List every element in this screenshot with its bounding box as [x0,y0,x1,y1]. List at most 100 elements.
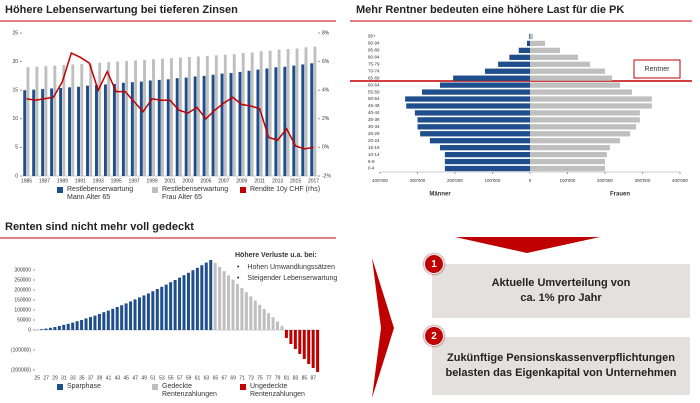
x-tick-label: 51 [150,375,156,381]
bar [530,117,640,123]
y-tick-label: 85-89 [368,48,380,53]
x-tick-label: 1997 [129,178,140,184]
bar [26,67,30,176]
bar [93,315,97,330]
bar [205,55,209,176]
y-tick-label: 15 [12,88,18,94]
bar [444,165,530,172]
x-tick-label: 2007 [218,178,229,184]
bar [44,66,48,176]
x-tick-label: 400'000 [372,178,388,183]
annotation-text: Hohen Umwandlungssätzen [247,264,335,271]
bar [164,284,168,330]
bar [106,310,110,330]
bar [97,314,101,330]
bar [302,330,306,359]
bar [200,265,204,330]
bar [229,73,233,176]
bar [405,96,530,102]
annotation-title: Höhere Verluste u.a. bei: [235,252,317,259]
bar [277,49,281,177]
bar [276,321,280,330]
x-tick-label: 43 [115,375,121,381]
bar [146,293,150,330]
bar [530,165,605,172]
y2-tick-label: 8% [322,30,330,36]
y-tick-label: 90-94 [368,41,380,46]
x-tick-label: 300'000 [635,178,651,183]
y-tick-label: 100000 [14,307,31,313]
x-tick-label: 79 [275,375,281,381]
bar [485,68,530,74]
x-tick-label: 37 [88,375,94,381]
bar [77,86,80,176]
x-tick-label: 1993 [93,178,104,184]
bar [250,52,254,176]
bar [223,54,227,176]
bar [241,53,245,176]
x-tick-label: 69 [230,375,236,381]
bar [429,138,530,144]
bar [112,83,116,176]
x-tick-label: 53 [159,375,165,381]
bar [169,282,173,330]
bar [53,327,57,330]
x-tick-label: 83 [293,375,299,381]
step-number: 2 [424,326,444,346]
y-tick-label: 15-19 [368,145,380,150]
x-tick-label: 85 [302,375,308,381]
x-tick-label: 47 [132,375,138,381]
x-tick-label: 75 [257,375,263,381]
x-tick-label: 57 [177,375,183,381]
bar [129,301,133,330]
bar [218,267,222,330]
line [26,51,314,150]
bar [160,286,164,330]
x-tick-label: 25 [34,375,40,381]
x-tick-label: 2003 [182,178,193,184]
x-tick-label: 31 [61,375,67,381]
bar [143,59,146,176]
bar [59,87,63,176]
x-tick-label: 49 [141,375,147,381]
bar [134,60,138,176]
bar [44,328,48,330]
y-tick-label: 50-54 [368,96,380,101]
y-tick-label: 40-44 [368,110,380,115]
bar [211,74,215,176]
legend-swatch [240,187,246,193]
bar [530,33,533,40]
y-tick-label: 300000 [14,267,31,273]
step-number: 1 [424,254,444,274]
legend-label: Restlebenserwartung Mann Alter 65 [67,186,134,201]
bar [178,277,182,330]
y-tick-label: 10-14 [368,152,380,157]
step-text: Zukünftige Pensionskassenverpflichtungen… [445,352,677,379]
legend-label: Sparphase [67,383,101,390]
bar [530,131,631,137]
bar [62,65,66,176]
bar [247,70,251,176]
y-tick-label: (200000) [11,367,31,373]
chart-title: Mehr Rentner bedeuten eine höhere Last f… [356,4,624,16]
bar [191,270,195,330]
annotation-text: Steigender Lebenserwartung [247,275,338,282]
x-tick-label: 63 [204,375,210,381]
y-tick-label: 250000 [14,277,31,283]
y-tick-label: 20-24 [368,138,380,143]
bar [103,84,107,176]
x-tick-label: 1995 [111,178,122,184]
bar [148,80,152,176]
bar [62,324,66,330]
bar [289,330,293,344]
bar [530,124,637,130]
step-text: Aktuelle Umverteilung von ca. 1% pro Jah… [491,277,631,304]
y-tick-label: 95+ [368,34,376,39]
x-tick-label: 61 [195,375,201,381]
legend-swatch [57,384,63,390]
bar [35,66,39,176]
bar [184,77,188,176]
x-tick-label: 100'000 [560,178,576,183]
bar [186,272,190,330]
